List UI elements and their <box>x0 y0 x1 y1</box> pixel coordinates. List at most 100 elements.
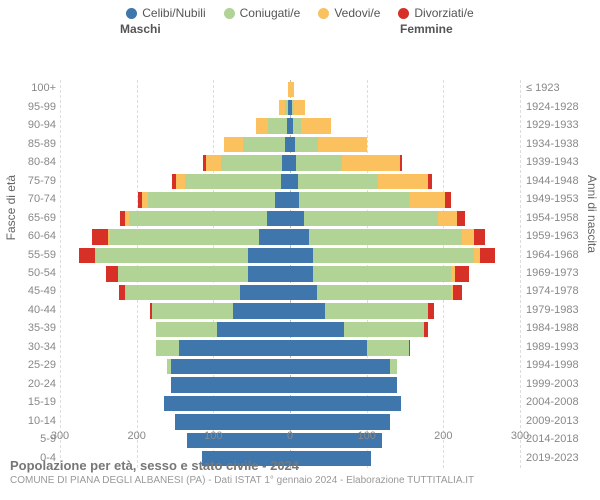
bar-segment <box>455 266 469 281</box>
bar-segment <box>290 340 367 355</box>
female-bar <box>290 340 520 355</box>
male-bar <box>60 155 290 170</box>
bar-segment <box>206 155 221 170</box>
female-bar <box>290 396 520 411</box>
year-tick: 1974-1978 <box>526 286 579 297</box>
female-bar <box>290 266 520 281</box>
age-row <box>60 248 520 263</box>
bar-segment <box>175 414 290 429</box>
bar-segment <box>106 266 118 281</box>
bar-segment <box>290 174 298 189</box>
male-bar <box>60 174 290 189</box>
legend-label: Coniugati/e <box>240 6 301 20</box>
year-tick: 1954-1958 <box>526 213 579 224</box>
x-tick: 0 <box>287 430 293 442</box>
age-tick: 80-84 <box>28 157 56 168</box>
age-tick: 40-44 <box>28 305 56 316</box>
bar-segment <box>290 322 344 337</box>
age-row <box>60 377 520 392</box>
age-row <box>60 211 520 226</box>
bar-segment <box>299 192 410 207</box>
legend-swatch <box>224 8 235 19</box>
age-tick: 10-14 <box>28 416 56 427</box>
bar-segment <box>445 192 451 207</box>
bar-segment <box>248 248 290 263</box>
bar-segment <box>164 396 291 411</box>
bar-segment <box>290 359 390 374</box>
bar-segment <box>290 82 294 97</box>
year-tick: 1959-1963 <box>526 231 579 242</box>
bar-segment <box>409 340 411 355</box>
x-axis: 3002001000100200300 <box>60 430 520 446</box>
bar-segment <box>224 137 243 152</box>
bar-segment <box>110 229 260 244</box>
bar-segment <box>268 118 287 133</box>
year-tick: 2009-2013 <box>526 416 579 427</box>
year-tick: 1999-2003 <box>526 379 579 390</box>
male-bar <box>60 377 290 392</box>
y-axis-age: 0-45-910-1415-1920-2425-2930-3435-3940-4… <box>16 80 56 468</box>
bar-segment <box>290 414 390 429</box>
bar-segment <box>290 211 304 226</box>
age-tick: 25-29 <box>28 360 56 371</box>
male-bar <box>60 118 290 133</box>
header-female: Femmine <box>400 22 453 36</box>
x-tick: 200 <box>127 430 145 442</box>
age-tick: 45-49 <box>28 286 56 297</box>
female-bar <box>290 322 520 337</box>
legend-label: Vedovi/e <box>334 6 380 20</box>
age-row <box>60 396 520 411</box>
bar-segment <box>256 118 268 133</box>
male-bar <box>60 266 290 281</box>
gender-headers: Maschi Femmine <box>0 22 600 40</box>
age-row <box>60 414 520 429</box>
bar-segment <box>424 322 428 337</box>
x-tick: 300 <box>511 430 529 442</box>
year-tick: 1984-1988 <box>526 323 579 334</box>
year-tick: 1979-1983 <box>526 305 579 316</box>
age-row <box>60 266 520 281</box>
legend-swatch <box>398 8 409 19</box>
bar-segment <box>295 137 318 152</box>
male-bar <box>60 359 290 374</box>
bar-segment <box>171 377 290 392</box>
age-row <box>60 118 520 133</box>
bar-segment <box>301 118 332 133</box>
bars-container <box>60 80 520 468</box>
bar-segment <box>240 285 290 300</box>
age-tick: 50-54 <box>28 268 56 279</box>
age-tick: 100+ <box>31 83 56 94</box>
bar-segment <box>233 303 291 318</box>
bar-segment <box>462 229 474 244</box>
age-tick: 15-19 <box>28 397 56 408</box>
male-bar <box>60 303 290 318</box>
legend-label: Divorziati/e <box>414 6 473 20</box>
gridline <box>520 80 521 468</box>
bar-segment <box>438 211 457 226</box>
bar-segment <box>428 174 432 189</box>
age-row <box>60 174 520 189</box>
bar-segment <box>318 137 368 152</box>
bar-segment <box>275 192 290 207</box>
legend-item: Divorziati/e <box>398 6 473 20</box>
legend-item: Vedovi/e <box>318 6 380 20</box>
male-bar <box>60 340 290 355</box>
age-tick: 65-69 <box>28 213 56 224</box>
year-tick: 1949-1953 <box>526 194 579 205</box>
bar-segment <box>290 266 313 281</box>
bar-segment <box>298 174 379 189</box>
female-bar <box>290 82 520 97</box>
bar-segment <box>290 285 317 300</box>
bar-segment <box>95 248 248 263</box>
age-row <box>60 285 520 300</box>
age-tick: 95-99 <box>28 102 56 113</box>
age-tick: 55-59 <box>28 250 56 261</box>
age-row <box>60 322 520 337</box>
bar-segment <box>152 303 233 318</box>
female-bar <box>290 174 520 189</box>
bar-segment <box>125 285 240 300</box>
age-tick: 20-24 <box>28 379 56 390</box>
year-tick: 1994-1998 <box>526 360 579 371</box>
male-bar <box>60 100 290 115</box>
y-axis-year: 2019-20232014-20182009-20132004-20081999… <box>526 80 596 468</box>
